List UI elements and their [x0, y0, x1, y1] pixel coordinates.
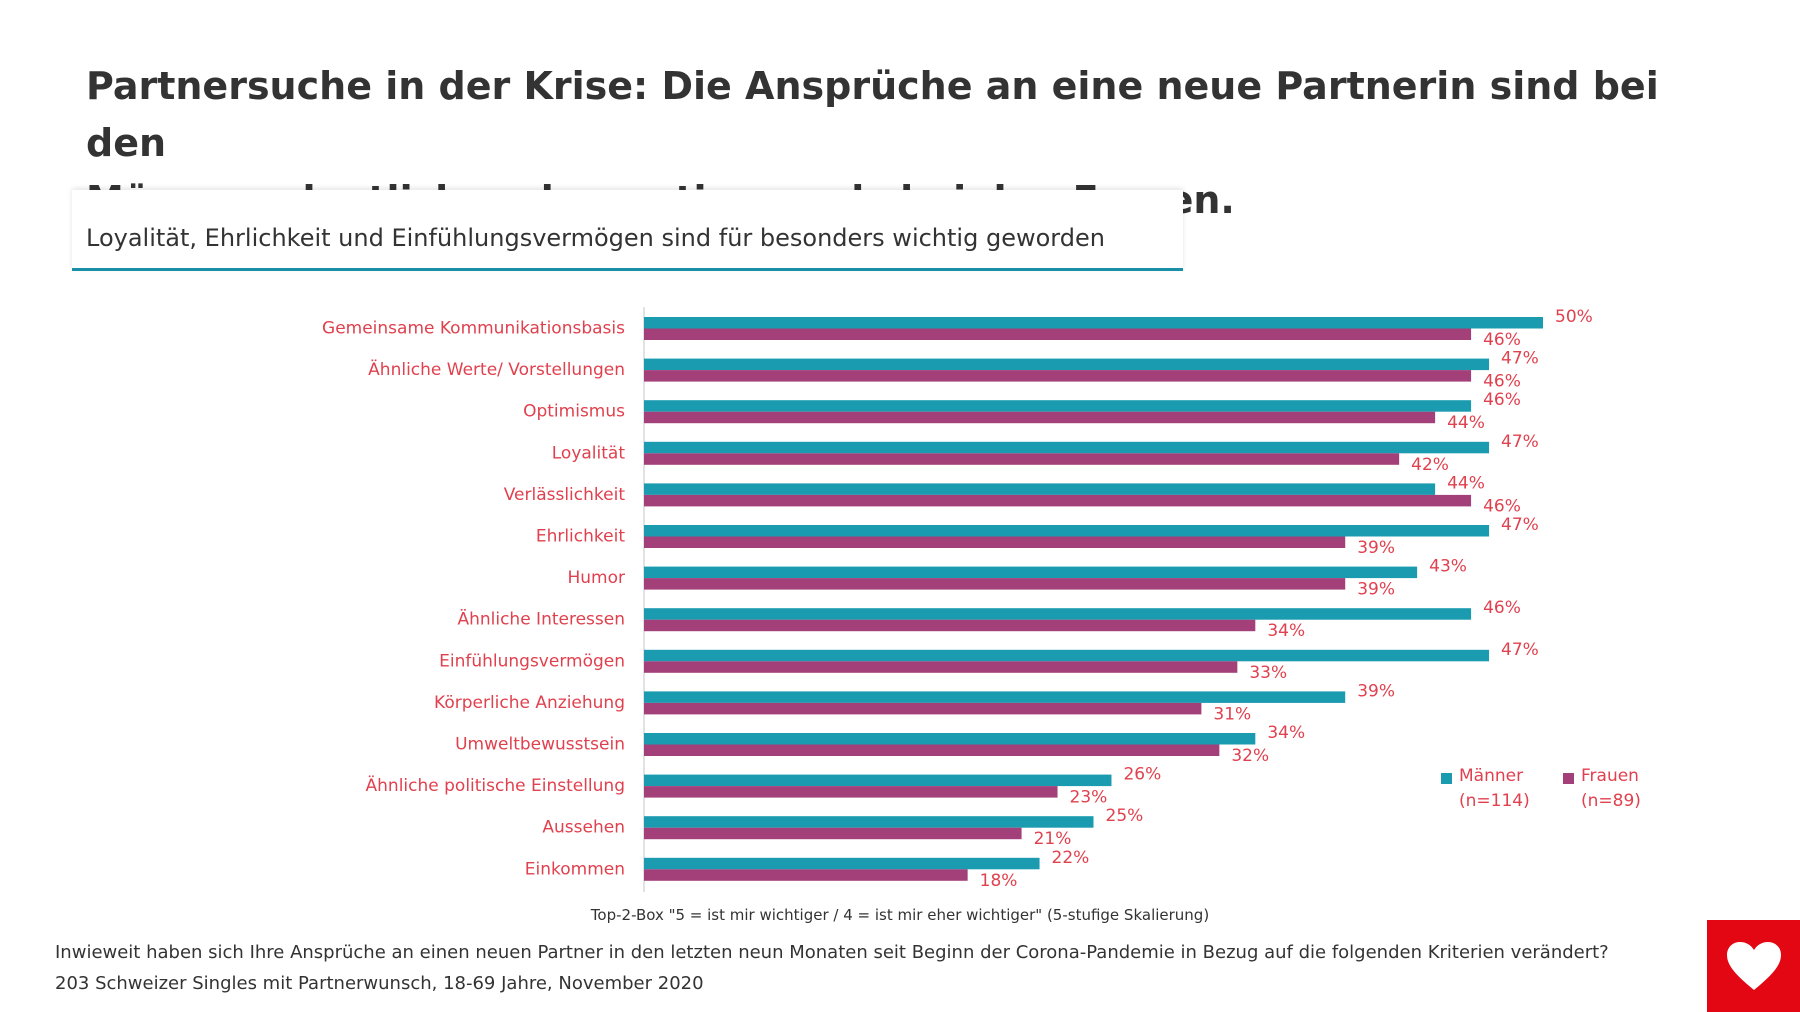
bar-frauen [644, 328, 1472, 340]
bar-maenner [644, 857, 1040, 870]
category-label: Humor [567, 568, 625, 588]
category-label: Optimismus [523, 402, 625, 422]
footer-question: Inwieweit haben sich Ihre Ansprüche an e… [55, 942, 1609, 963]
bar-frauen [644, 494, 1472, 507]
category-label: Gemeinsame Kommunikationsbasis [322, 319, 625, 339]
data-label-frauen: 21% [1034, 829, 1072, 849]
bar-frauen [644, 702, 1202, 715]
bar-frauen [644, 869, 968, 881]
bar-frauen [644, 786, 1058, 798]
bar-frauen [644, 453, 1400, 465]
legend-label-frauen: Frauen (n=89) [1581, 766, 1641, 811]
category-label: Aussehen [542, 818, 625, 838]
bar-frauen [644, 411, 1436, 424]
data-label-frauen: 39% [1357, 538, 1395, 558]
bar-maenner [644, 483, 1436, 495]
data-label-maenner: 22% [1052, 848, 1090, 868]
data-label-maenner: 47% [1501, 349, 1539, 369]
data-label-frauen: 18% [980, 871, 1018, 891]
bar-maenner [644, 525, 1490, 537]
data-label-frauen: 31% [1213, 704, 1251, 724]
data-label-maenner: 25% [1106, 806, 1144, 826]
bar-maenner [644, 566, 1418, 579]
footer-sample: 203 Schweizer Singles mit Partnerwunsch,… [55, 973, 704, 994]
bar-maenner [644, 691, 1346, 703]
bar-maenner [644, 649, 1490, 662]
data-label-frauen: 44% [1447, 413, 1485, 433]
data-label-frauen: 33% [1249, 663, 1287, 683]
bar-maenner [644, 608, 1472, 620]
data-label-maenner: 46% [1483, 390, 1521, 410]
category-label: Körperliche Anziehung [434, 693, 625, 713]
data-label-frauen: 32% [1231, 746, 1269, 766]
legend-label-maenner: Männer (n=114) [1459, 766, 1530, 811]
category-label: Ehrlichkeit [536, 527, 625, 547]
data-label-maenner: 47% [1501, 432, 1539, 452]
category-label: Einfühlungsvermögen [439, 651, 625, 671]
bar-maenner [644, 400, 1472, 412]
bar-frauen [644, 619, 1256, 632]
category-label: Umweltbewusstsein [455, 735, 625, 755]
bar-frauen [644, 536, 1346, 548]
bar-maenner [644, 441, 1490, 454]
legend-swatch-frauen [1563, 773, 1574, 784]
category-label: Einkommen [525, 859, 625, 879]
bar-frauen [644, 827, 1022, 840]
bar-maenner [644, 358, 1490, 371]
data-label-maenner: 34% [1267, 723, 1305, 743]
data-label-frauen: 46% [1483, 330, 1521, 350]
category-label: Verlässlichkeit [504, 485, 626, 505]
subtitle: Loyalität, Ehrlichkeit und Einfühlungsve… [86, 224, 1105, 252]
bar-frauen [644, 744, 1220, 756]
data-label-maenner: 50% [1555, 307, 1593, 327]
legend-swatch-maenner [1441, 773, 1452, 784]
heart-icon [1726, 942, 1781, 990]
brand-logo [1707, 920, 1800, 1012]
bar-maenner [644, 733, 1256, 745]
bar-frauen [644, 370, 1472, 382]
bar-frauen [644, 578, 1346, 590]
bar-maenner [644, 816, 1094, 828]
chart-note: Top-2-Box "5 = ist mir wichtiger / 4 = i… [590, 906, 1210, 924]
data-label-maenner: 47% [1501, 640, 1539, 660]
category-label: Ähnliche Interessen [457, 609, 625, 630]
data-label-frauen: 46% [1483, 372, 1521, 392]
subtitle-box: Loyalität, Ehrlichkeit und Einfühlungsve… [72, 190, 1183, 271]
data-label-maenner: 46% [1483, 598, 1521, 618]
data-label-frauen: 23% [1070, 788, 1108, 808]
category-label: Ähnliche politische Einstellung [366, 775, 625, 796]
data-label-maenner: 43% [1429, 557, 1467, 577]
bar-maenner [644, 774, 1112, 787]
data-label-frauen: 42% [1411, 455, 1449, 475]
data-label-maenner: 26% [1123, 765, 1161, 785]
data-label-maenner: 47% [1501, 515, 1539, 535]
data-label-frauen: 39% [1357, 580, 1395, 600]
data-label-frauen: 34% [1267, 621, 1305, 641]
data-label-frauen: 46% [1483, 496, 1521, 516]
category-label: Loyalität [552, 443, 626, 463]
data-label-maenner: 39% [1357, 681, 1395, 701]
bar-maenner [644, 317, 1543, 329]
bar-frauen [644, 661, 1238, 673]
category-label: Ähnliche Werte/ Vorstellungen [368, 359, 625, 380]
page-title-line-1: Partnersuche in der Krise: Die Ansprüche… [86, 64, 1659, 165]
data-label-maenner: 44% [1447, 473, 1485, 493]
